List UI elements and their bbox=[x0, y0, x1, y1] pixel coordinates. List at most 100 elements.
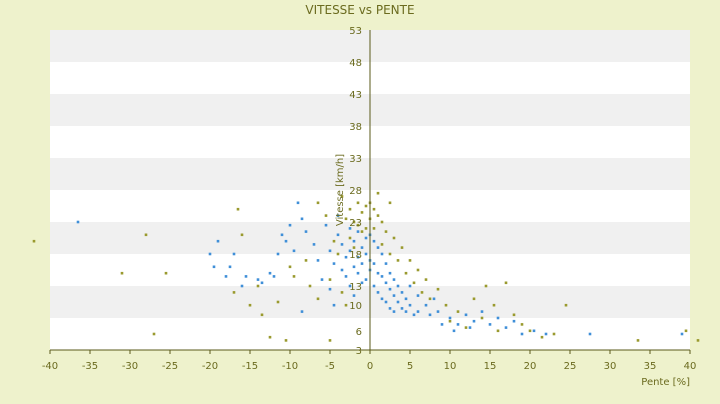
data-point-olive bbox=[356, 201, 360, 205]
data-point-olive bbox=[276, 300, 280, 304]
data-point-olive bbox=[424, 278, 428, 281]
data-point-olive bbox=[292, 275, 296, 278]
data-point-blue bbox=[388, 307, 392, 310]
data-point-olive bbox=[348, 236, 352, 240]
data-point-blue bbox=[408, 303, 412, 307]
data-point-olive bbox=[328, 278, 332, 281]
data-point-blue bbox=[376, 291, 380, 294]
y-tick-label: 23 bbox=[349, 218, 362, 229]
data-point-blue bbox=[456, 323, 460, 326]
x-tick-label: 20 bbox=[524, 361, 537, 372]
data-point-blue bbox=[348, 249, 352, 253]
data-point-olive bbox=[436, 287, 440, 291]
data-point-blue bbox=[520, 332, 524, 336]
y-tick-label: 13 bbox=[349, 282, 362, 293]
data-point-blue bbox=[356, 271, 360, 275]
data-point-olive bbox=[428, 297, 432, 301]
data-point-blue bbox=[288, 223, 292, 227]
data-point-olive bbox=[232, 291, 236, 294]
data-point-blue bbox=[396, 300, 400, 304]
data-point-blue bbox=[256, 278, 260, 281]
data-point-olive bbox=[388, 252, 392, 256]
data-point-olive bbox=[472, 297, 476, 301]
data-point-blue bbox=[384, 281, 388, 285]
data-point-olive bbox=[364, 204, 368, 208]
data-point-olive bbox=[552, 332, 556, 336]
data-point-blue bbox=[336, 214, 340, 217]
x-tick-labels: -40 -35 -30 -25 -20 -15 -10 -5 0 5 10 15 20 25 30 35 40 bbox=[42, 350, 697, 372]
data-point-olive bbox=[564, 303, 568, 307]
data-point-blue bbox=[404, 310, 408, 313]
x-axis-label: Pente [%] bbox=[641, 377, 690, 388]
x-tick-label: 35 bbox=[644, 361, 657, 372]
data-point-blue bbox=[376, 271, 380, 275]
x-tick-label: 0 bbox=[367, 361, 373, 372]
data-point-blue bbox=[468, 326, 472, 329]
y-tick-label: 18 bbox=[349, 250, 362, 261]
data-point-blue bbox=[292, 249, 296, 253]
data-point-olive bbox=[444, 303, 448, 307]
data-point-blue bbox=[312, 243, 316, 246]
x-tick-label: 15 bbox=[484, 361, 497, 372]
data-point-blue bbox=[392, 294, 396, 297]
data-point-olive bbox=[316, 201, 320, 205]
data-point-blue bbox=[232, 252, 236, 256]
data-point-blue bbox=[532, 329, 536, 333]
data-point-olive bbox=[404, 271, 408, 275]
y-tick-label: 6 bbox=[356, 327, 362, 338]
data-point-blue bbox=[272, 275, 276, 278]
data-point-olive bbox=[340, 195, 344, 198]
data-point-olive bbox=[344, 303, 348, 307]
data-point-blue bbox=[424, 303, 428, 307]
data-point-blue bbox=[352, 239, 356, 243]
data-point-olive bbox=[464, 326, 468, 329]
data-point-blue bbox=[464, 313, 468, 317]
data-point-blue bbox=[336, 233, 340, 237]
y-tick-label: 38 bbox=[349, 122, 362, 133]
x-tick-label: -15 bbox=[242, 361, 258, 372]
data-point-olive bbox=[260, 313, 264, 317]
data-point-blue bbox=[408, 284, 412, 288]
data-point-blue bbox=[300, 310, 304, 313]
y-tick-label: 3 bbox=[356, 346, 362, 357]
data-point-olive bbox=[388, 201, 392, 205]
chart-title: VITESSE vs PENTE bbox=[305, 3, 414, 17]
data-point-olive bbox=[696, 339, 700, 342]
data-point-blue bbox=[228, 265, 232, 269]
data-point-blue bbox=[340, 268, 344, 272]
data-point-olive bbox=[380, 243, 384, 246]
data-point-olive bbox=[340, 291, 344, 294]
data-point-olive bbox=[268, 335, 272, 339]
data-point-blue bbox=[680, 332, 684, 336]
data-point-blue bbox=[224, 275, 228, 278]
data-point-blue bbox=[388, 271, 392, 275]
data-point-olive bbox=[684, 329, 688, 333]
y-tick-label: 48 bbox=[349, 58, 362, 69]
data-point-olive bbox=[352, 220, 356, 224]
data-point-blue bbox=[352, 265, 356, 269]
data-point-olive bbox=[288, 265, 292, 269]
data-point-olive bbox=[400, 246, 404, 249]
data-point-blue bbox=[348, 227, 352, 230]
data-point-olive bbox=[408, 259, 412, 262]
data-point-olive bbox=[240, 233, 244, 237]
x-tick-label: 40 bbox=[684, 361, 697, 372]
data-point-blue bbox=[416, 310, 420, 313]
data-point-olive bbox=[336, 252, 340, 256]
data-point-blue bbox=[480, 310, 484, 313]
data-point-blue bbox=[372, 239, 376, 243]
x-tick-label: 5 bbox=[407, 361, 413, 372]
data-point-blue bbox=[276, 252, 280, 256]
data-point-olive bbox=[356, 223, 360, 227]
data-points bbox=[32, 191, 700, 342]
x-tick-label: -5 bbox=[325, 361, 335, 372]
y-tick-label: 53 bbox=[349, 26, 362, 37]
data-point-olive bbox=[380, 220, 384, 224]
data-point-olive bbox=[332, 239, 336, 243]
data-point-olive bbox=[540, 335, 544, 339]
data-point-olive bbox=[328, 339, 332, 342]
data-point-olive bbox=[504, 281, 508, 285]
x-tick-label: -10 bbox=[282, 361, 298, 372]
data-point-olive bbox=[304, 259, 308, 262]
